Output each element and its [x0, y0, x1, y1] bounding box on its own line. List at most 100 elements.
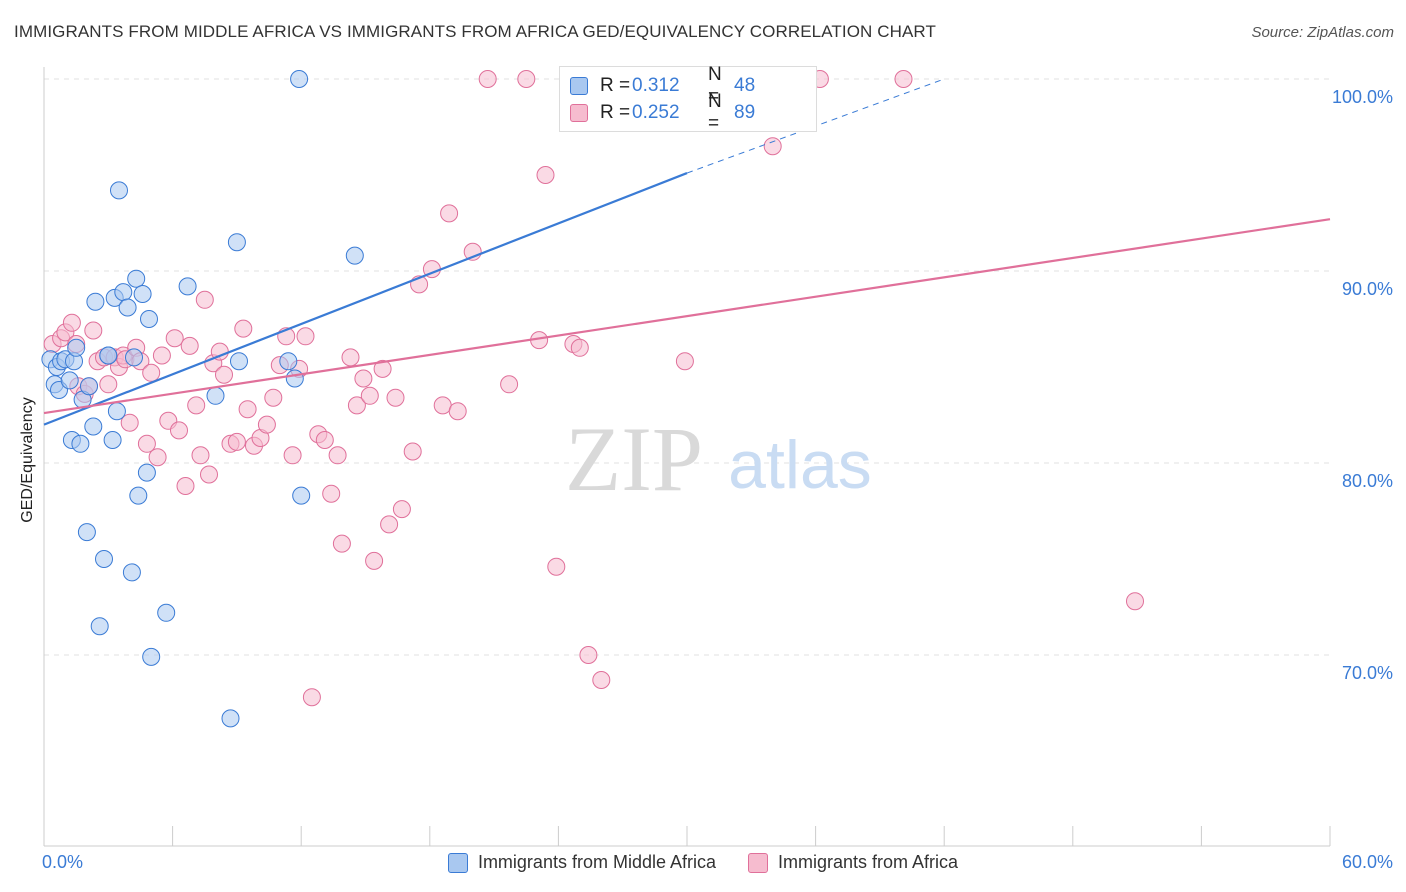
data-point[interactable] [257, 415, 276, 434]
data-point[interactable] [187, 396, 206, 415]
data-point[interactable] [120, 413, 139, 432]
data-point[interactable] [341, 348, 360, 367]
data-point[interactable] [279, 352, 298, 371]
data-point[interactable] [99, 375, 118, 394]
data-point[interactable] [290, 70, 309, 88]
data-point[interactable] [195, 290, 214, 309]
data-point[interactable] [347, 396, 366, 415]
data-point[interactable] [302, 688, 321, 707]
data-point[interactable] [322, 484, 341, 503]
data-point[interactable] [517, 70, 536, 88]
data-point[interactable] [227, 233, 246, 252]
data-point[interactable] [60, 371, 79, 390]
data-point[interactable] [354, 369, 373, 388]
x-tick-label-min: 0.0% [42, 852, 84, 872]
data-point[interactable] [157, 603, 176, 622]
data-point[interactable] [165, 329, 184, 348]
data-point[interactable] [67, 338, 86, 357]
data-point[interactable] [84, 417, 103, 436]
data-point[interactable] [84, 321, 103, 340]
data-point[interactable] [380, 515, 399, 534]
data-point[interactable] [292, 486, 311, 505]
data-point[interactable] [403, 442, 422, 461]
data-point[interactable] [315, 431, 334, 449]
data-point[interactable] [200, 465, 218, 484]
data-point[interactable] [129, 486, 148, 505]
data-point[interactable] [142, 647, 161, 666]
data-point[interactable] [127, 269, 146, 288]
data-point[interactable] [122, 563, 141, 582]
data-point[interactable] [386, 388, 405, 407]
data-point[interactable] [675, 352, 694, 371]
data-point[interactable] [478, 70, 497, 88]
data-point[interactable] [894, 70, 913, 88]
y-tick-label: 70.0% [1341, 663, 1393, 683]
legend-item-africa[interactable]: Immigrants from Africa [748, 852, 958, 873]
data-point[interactable] [579, 646, 598, 664]
data-point[interactable] [221, 709, 240, 728]
data-point[interactable] [536, 166, 555, 184]
data-point[interactable] [283, 446, 302, 465]
data-point[interactable] [570, 338, 589, 357]
axes [43, 67, 1331, 847]
data-point[interactable] [133, 285, 152, 303]
data-point[interactable] [763, 137, 782, 156]
data-point[interactable] [176, 477, 195, 495]
data-point[interactable] [178, 277, 197, 296]
data-point[interactable] [433, 396, 452, 415]
data-point[interactable] [373, 359, 392, 378]
r-value: 0.252 [632, 102, 680, 123]
data-point[interactable] [448, 402, 467, 421]
data-point[interactable] [230, 352, 248, 371]
data-point[interactable] [332, 534, 351, 553]
data-point[interactable] [547, 557, 566, 576]
data-point[interactable] [170, 421, 188, 440]
data-point[interactable] [440, 204, 459, 223]
trend-line-middle-africa [43, 172, 688, 426]
n-value: 89 [734, 102, 756, 123]
data-point[interactable] [234, 319, 253, 338]
legend-item-middle-africa[interactable]: Immigrants from Middle Africa [447, 852, 716, 873]
watermark-zip: ZIP [565, 408, 703, 510]
data-point[interactable] [152, 346, 171, 365]
data-point[interactable] [592, 671, 611, 689]
data-point[interactable] [137, 463, 156, 482]
data-point[interactable] [227, 432, 246, 451]
data-point[interactable] [137, 434, 156, 453]
data-point[interactable] [238, 400, 257, 419]
data-point[interactable] [62, 313, 81, 332]
stats-row-africa: R = 0.252 N = 89 [570, 91, 756, 134]
data-point[interactable] [285, 369, 304, 388]
data-point[interactable] [103, 431, 122, 449]
data-point[interactable] [215, 365, 233, 384]
data-point[interactable] [77, 523, 96, 542]
data-point[interactable] [148, 448, 167, 467]
data-point[interactable] [360, 386, 379, 405]
data-point[interactable] [392, 500, 411, 519]
data-point[interactable] [99, 346, 118, 365]
data-point[interactable] [80, 377, 98, 396]
data-point[interactable] [90, 617, 109, 636]
data-point[interactable] [365, 551, 384, 570]
data-point[interactable] [345, 246, 364, 265]
data-point[interactable] [114, 283, 133, 302]
data-point[interactable] [110, 181, 128, 200]
data-point[interactable] [118, 298, 137, 317]
data-point[interactable] [86, 292, 105, 311]
legend-swatch-pink [570, 104, 588, 122]
data-point[interactable] [1126, 592, 1144, 611]
data-point[interactable] [180, 336, 199, 355]
data-point[interactable] [140, 310, 158, 328]
data-point[interactable] [296, 327, 315, 346]
data-point[interactable] [206, 386, 225, 405]
data-point[interactable] [500, 375, 519, 394]
data-point[interactable] [142, 363, 161, 382]
data-point[interactable] [71, 434, 90, 453]
data-point[interactable] [107, 402, 126, 421]
data-point[interactable] [328, 446, 347, 465]
data-point[interactable] [264, 388, 283, 407]
data-point[interactable] [191, 446, 210, 465]
data-point[interactable] [95, 550, 113, 568]
data-point[interactable] [125, 348, 143, 367]
